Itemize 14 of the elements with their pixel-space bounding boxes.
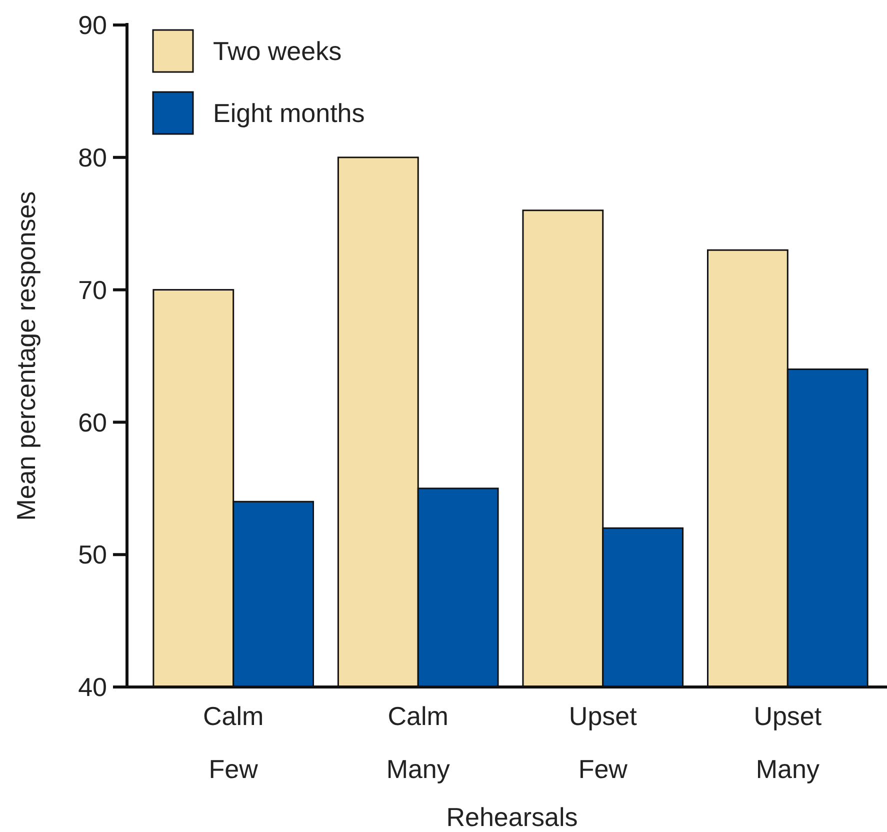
y-tick-label: 60 xyxy=(78,407,107,438)
x-axis-title: Rehearsals xyxy=(446,802,578,832)
y-tick-label: 90 xyxy=(78,10,107,40)
y-tick-label: 80 xyxy=(78,142,107,172)
legend-label: Two weeks xyxy=(213,36,342,66)
y-axis-title: Mean percentage responses xyxy=(11,191,41,521)
x-tick-label: Calm Many xyxy=(386,701,450,784)
y-tick-label: 70 xyxy=(78,274,107,305)
y-tick-label: 40 xyxy=(78,672,107,702)
x-tick-label: Upset Many xyxy=(754,701,822,784)
legend-label: Eight months xyxy=(213,98,365,128)
y-tick-label: 50 xyxy=(78,540,107,570)
x-tick-label: Calm Few xyxy=(203,701,264,784)
x-tick-label: Upset Few xyxy=(568,701,638,784)
